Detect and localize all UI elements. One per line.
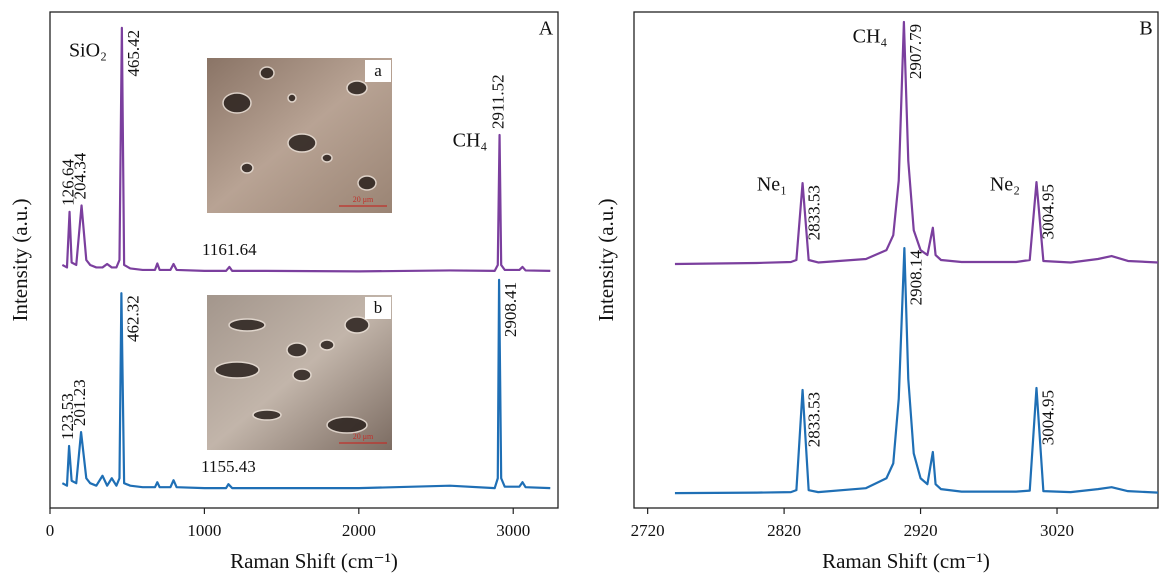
inclusion (229, 319, 265, 331)
peak-label: 201.23 (70, 379, 89, 426)
inclusion (253, 410, 281, 420)
peak-label: 2833.53 (804, 392, 823, 447)
x-tick-label: 0 (46, 521, 55, 540)
inclusion (288, 94, 296, 102)
panel-label: B (1139, 18, 1152, 40)
peak-label: 204.34 (70, 152, 89, 199)
x-axis-label: Raman Shift (cm⁻¹) (822, 549, 990, 573)
peak-label: 465.42 (124, 30, 143, 77)
inset-photo: a 20 μm (207, 58, 392, 213)
inclusion (347, 81, 367, 95)
x-tick-label: 3000 (496, 521, 530, 540)
peak-label: 2911.52 (488, 74, 507, 129)
panel-label: A (539, 18, 554, 40)
peak-label: 3004.95 (1038, 184, 1057, 239)
x-tick-label: 2920 (904, 521, 938, 540)
inclusion (223, 93, 251, 113)
x-tick-label: 2000 (342, 521, 376, 540)
y-axis-label: Intensity (a.u.) (8, 198, 32, 321)
inclusion (358, 176, 376, 190)
peak-label: 2908.41 (501, 282, 520, 337)
species-label: Ne₁ (757, 174, 787, 196)
x-tick-label: 2720 (631, 521, 665, 540)
peak-label: 2908.14 (906, 250, 925, 306)
x-tick-label: 1000 (187, 521, 221, 540)
species-label: CH₄ (853, 26, 888, 48)
inclusion (345, 317, 369, 333)
scale-text: 20 μm (353, 432, 374, 441)
peak-label: 1155.43 (201, 457, 256, 476)
species-label: Ne₂ (990, 174, 1020, 196)
peak-label: 2907.79 (906, 24, 925, 79)
inclusion (320, 340, 334, 350)
x-tick-label: 3020 (1040, 521, 1074, 540)
scale-text: 20 μm (353, 195, 374, 204)
inclusion (260, 67, 274, 79)
inclusion (293, 369, 311, 381)
inclusion (288, 134, 316, 152)
inclusion (287, 343, 307, 357)
inclusion (327, 417, 367, 433)
inclusion (215, 362, 259, 378)
inset-label: a (374, 61, 382, 80)
species-label: SiO₂ (69, 40, 107, 62)
peak-label: 2833.53 (804, 185, 823, 240)
page: 0 1000 2000 3000 Raman Shift (cm⁻¹) Intensity… (0, 0, 1159, 579)
inset-photo: b 20 μm (207, 295, 392, 450)
inset-label: b (374, 298, 383, 317)
peak-label: 3004.95 (1038, 390, 1057, 445)
inclusion (241, 163, 253, 173)
inclusion (322, 154, 332, 162)
peak-label: 462.32 (123, 295, 142, 342)
x-tick-label: 2820 (767, 521, 801, 540)
species-label: CH₄ (453, 130, 488, 152)
x-axis-label: Raman Shift (cm⁻¹) (230, 549, 398, 573)
peak-label: 1161.64 (202, 240, 257, 259)
figure: 0 1000 2000 3000 Raman Shift (cm⁻¹) Intensity… (0, 0, 1159, 579)
y-axis-label: Intensity (a.u.) (594, 198, 618, 321)
